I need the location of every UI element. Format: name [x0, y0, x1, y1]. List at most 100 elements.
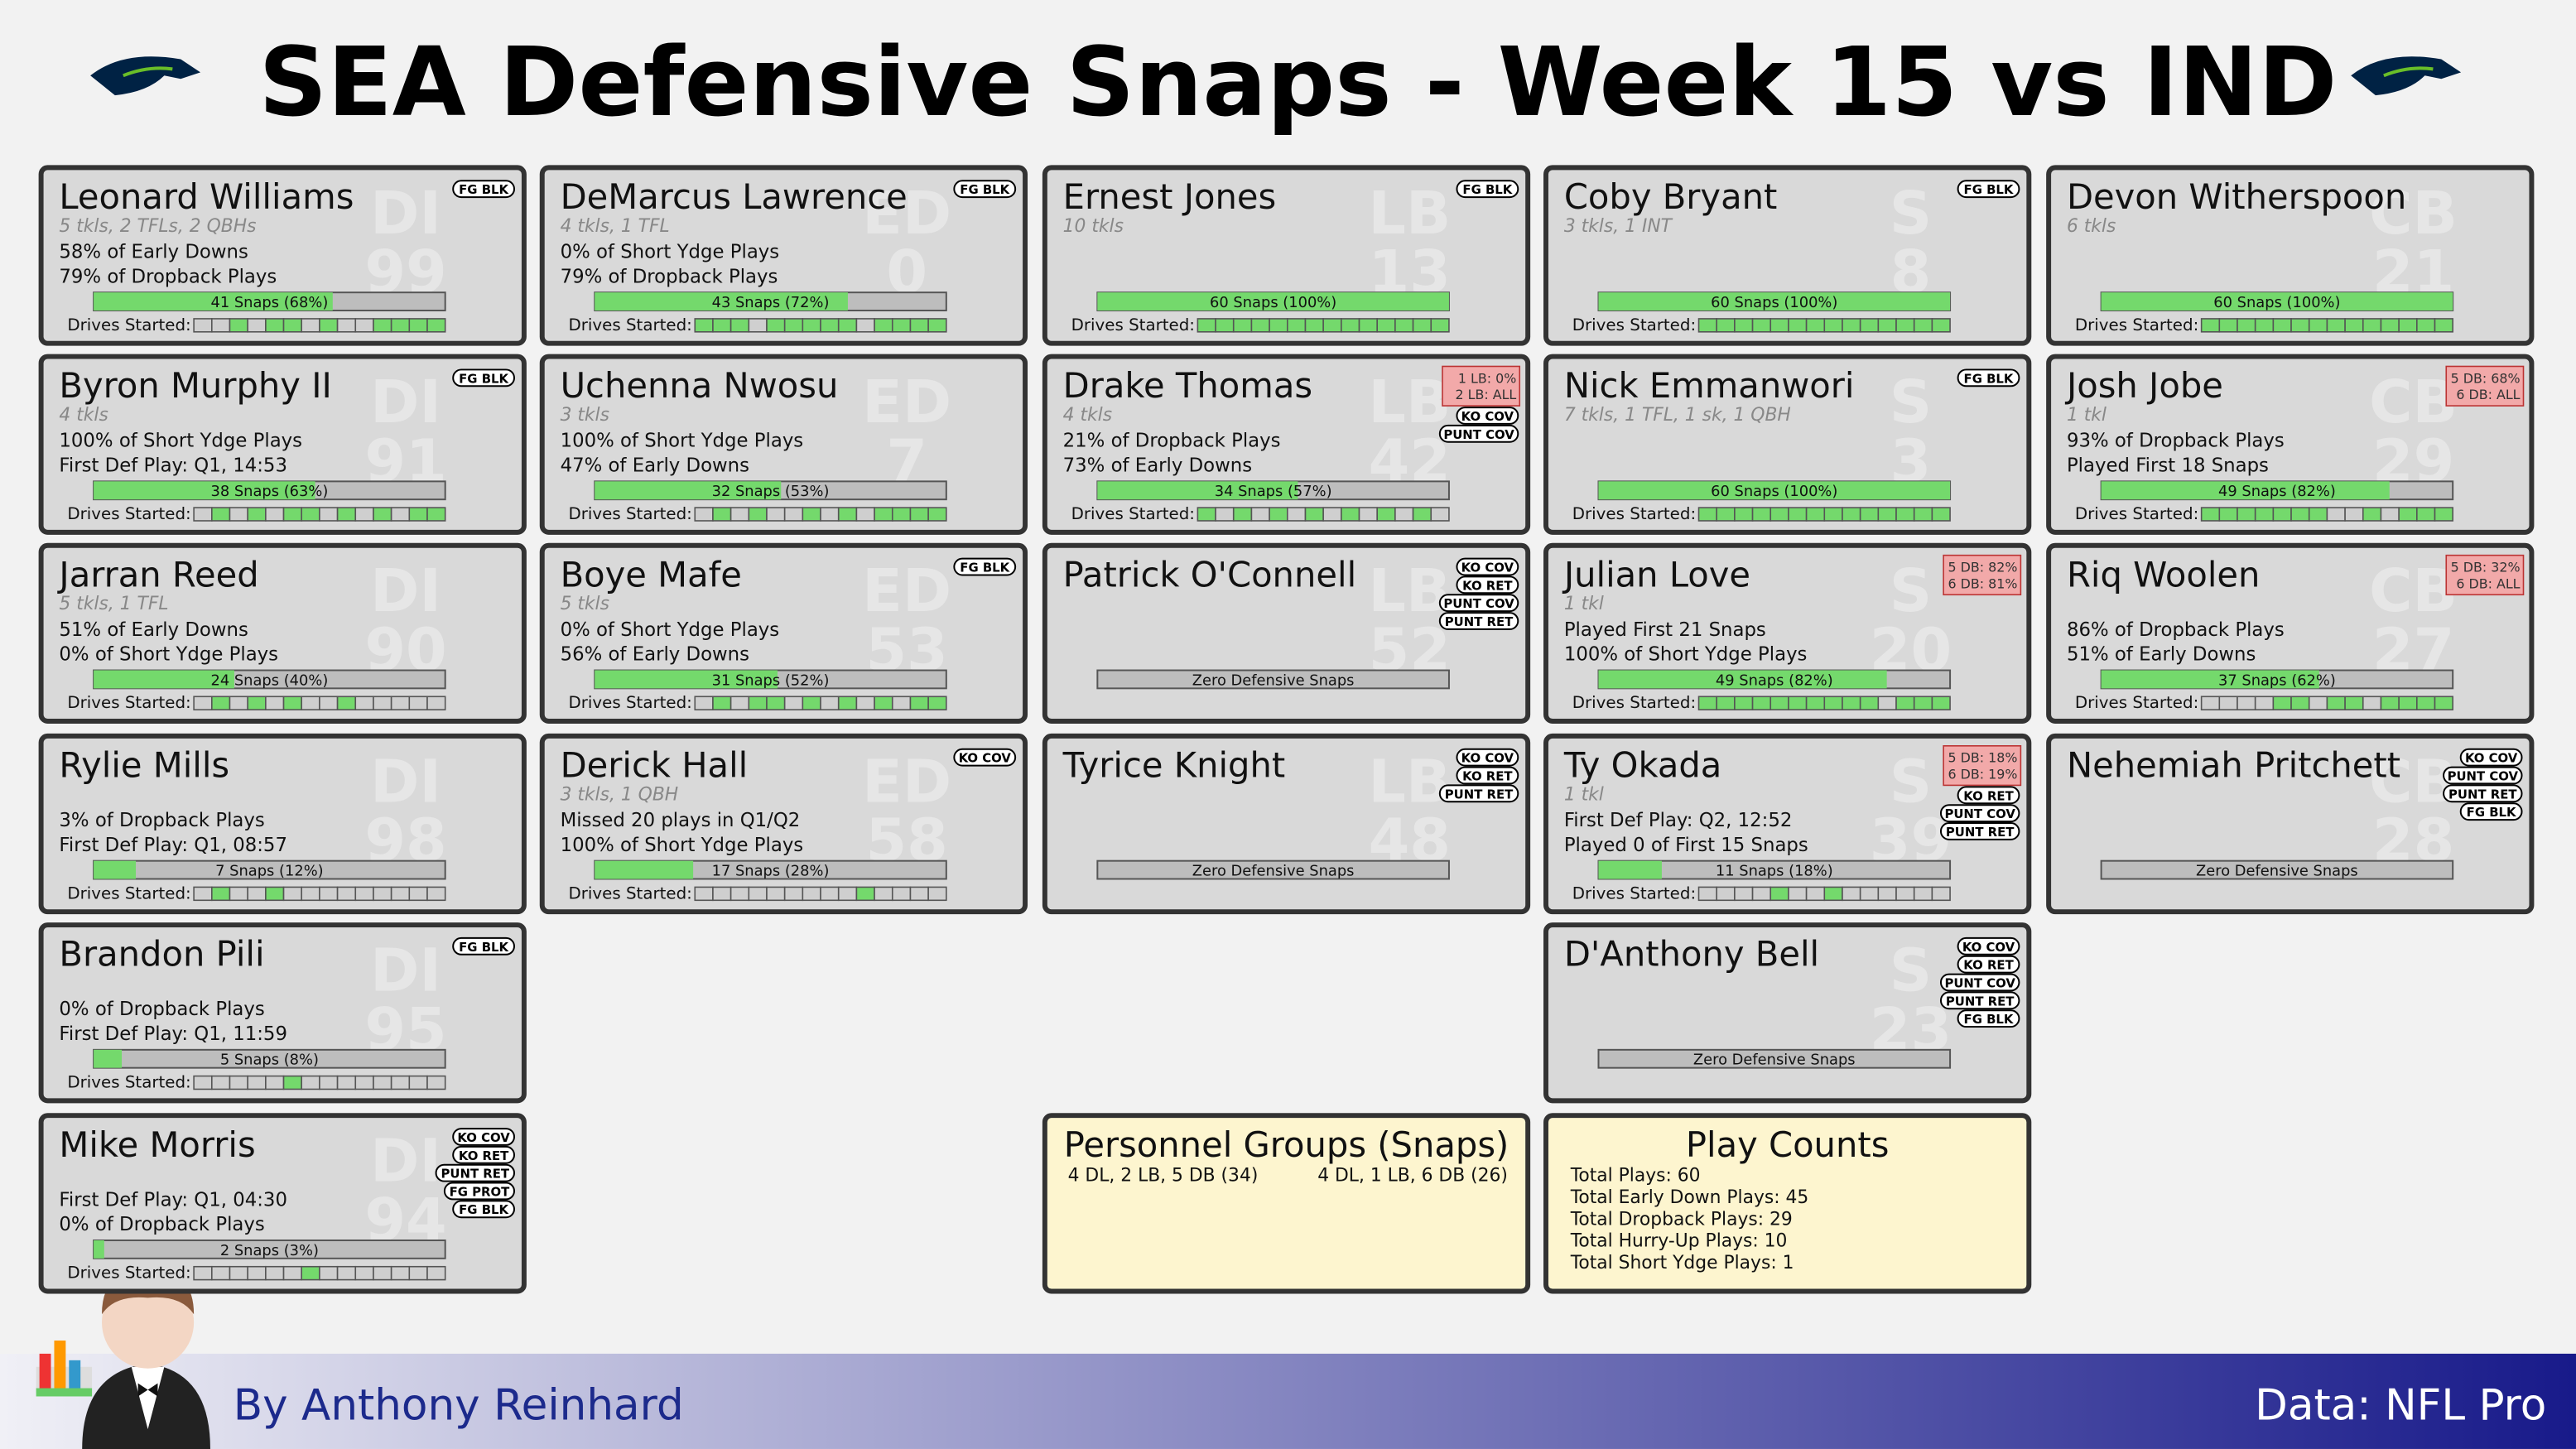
- badge: [452, 368, 516, 388]
- drive-segment: [694, 507, 714, 522]
- drive-segment: [229, 1265, 248, 1281]
- snap-bar: [1598, 481, 1951, 500]
- drive-segment: [1769, 886, 1789, 902]
- drive-segment: [1716, 507, 1736, 522]
- drive-segment: [193, 886, 213, 902]
- drive-segment: [1697, 886, 1717, 902]
- player-name: Coby Bryant: [1564, 176, 1778, 217]
- drive-segment: [2416, 696, 2436, 710]
- drive-segment: [319, 1265, 339, 1281]
- position-watermark: ED: [862, 368, 951, 436]
- drive-segment: [783, 886, 804, 902]
- drive-segment: [229, 696, 248, 710]
- note-line: 56% of Early Downs: [561, 644, 749, 666]
- badge: [1957, 936, 2020, 956]
- snap-label: 60 Snaps (100%): [1711, 483, 1837, 500]
- snap-bar: [2101, 292, 2453, 311]
- badge-text: KO RET: [1462, 768, 1513, 783]
- drive-segment: [1430, 507, 1450, 522]
- position-watermark: CB: [2369, 179, 2458, 248]
- drive-segment: [319, 318, 339, 333]
- drives-label: Drives Started:: [568, 315, 691, 335]
- drive-segment: [1751, 696, 1772, 710]
- drive-segment: [301, 1265, 320, 1281]
- snap-label: 43 Snaps (72%): [712, 294, 830, 311]
- badge: [2459, 802, 2523, 821]
- badge-text: FG BLK: [459, 1202, 508, 1217]
- snap-label: 24 Snaps (40%): [210, 672, 328, 689]
- note-line: 0% of Short Ydge Plays: [561, 242, 780, 263]
- alert-text: 6 DB: 19%: [1948, 766, 2018, 782]
- player-name: Uchenna Nwosu: [561, 365, 839, 406]
- stat-line: 4 tkls: [59, 405, 108, 426]
- badge-text: FG BLK: [459, 182, 508, 197]
- drive-segment: [247, 1265, 267, 1281]
- snap-bar: [1097, 292, 1449, 311]
- drive-segment: [1269, 507, 1288, 522]
- personnel-item: 4 DL, 1 LB, 6 DB (26): [1317, 1166, 1508, 1187]
- drive-segment: [408, 696, 428, 710]
- play-count-item: Total Hurry-Up Plays: 10: [1570, 1231, 1788, 1252]
- player-name: Boye Mafe: [561, 554, 742, 595]
- player-name: Julian Love: [1562, 554, 1750, 595]
- drive-segment: [2380, 507, 2400, 522]
- player-name: Byron Murphy II: [59, 365, 331, 406]
- drive-segment: [1805, 318, 1826, 333]
- drive-segment: [354, 318, 374, 333]
- drive-segment: [390, 696, 411, 710]
- stat-line: 3 tkls, 1 INT: [1564, 216, 1673, 237]
- drive-segment: [1769, 507, 1789, 522]
- drive-segment: [748, 886, 768, 902]
- badge-text: FG BLK: [1964, 371, 2014, 386]
- drive-segment: [1341, 318, 1360, 333]
- drives-label: Drives Started:: [67, 1264, 190, 1283]
- play-counts-box-title: Play Counts: [1686, 1124, 1890, 1165]
- drive-segment: [301, 1075, 320, 1090]
- drive-segment: [1895, 507, 1915, 522]
- drive-segment: [1322, 507, 1342, 522]
- drive-segment: [1304, 507, 1324, 522]
- drive-segment: [1805, 886, 1826, 902]
- drive-segment: [301, 696, 320, 710]
- position-watermark: CB: [2369, 747, 2458, 816]
- player-name: D'Anthony Bell: [1564, 934, 1819, 975]
- drive-segment: [1250, 318, 1270, 333]
- drive-segment: [820, 886, 840, 902]
- drive-segment: [1931, 886, 1951, 902]
- stat-line: 10 tkls: [1063, 216, 1124, 237]
- drive-segment: [1895, 318, 1915, 333]
- drive-segment: [1751, 318, 1772, 333]
- drive-segment: [909, 318, 929, 333]
- drive-segment: [2272, 507, 2292, 522]
- player-name: Rylie Mills: [59, 744, 229, 785]
- drive-segment: [729, 318, 750, 333]
- snap-bar: [94, 1049, 123, 1068]
- badge: [953, 748, 1017, 767]
- drive-segment: [211, 318, 231, 333]
- position-watermark: DI: [370, 179, 441, 248]
- badge-text: FG BLK: [1964, 1012, 2014, 1027]
- drive-segment: [837, 507, 858, 522]
- drive-segment: [265, 696, 285, 710]
- drive-segment: [1805, 696, 1826, 710]
- drive-segment: [802, 507, 821, 522]
- drive-segment: [1805, 507, 1826, 522]
- drive-segment: [1716, 696, 1736, 710]
- snap-bar: [1598, 670, 1887, 689]
- drive-segment: [193, 1075, 213, 1090]
- badge-text: KO COV: [1461, 560, 1514, 575]
- drives-label: Drives Started:: [1572, 693, 1696, 712]
- drive-segment: [1697, 318, 1717, 333]
- drive-segment: [820, 507, 840, 522]
- drive-segment: [2308, 507, 2328, 522]
- alert-text: 6 DB: 81%: [1948, 575, 2018, 591]
- snap-label: 7 Snaps (12%): [215, 863, 323, 880]
